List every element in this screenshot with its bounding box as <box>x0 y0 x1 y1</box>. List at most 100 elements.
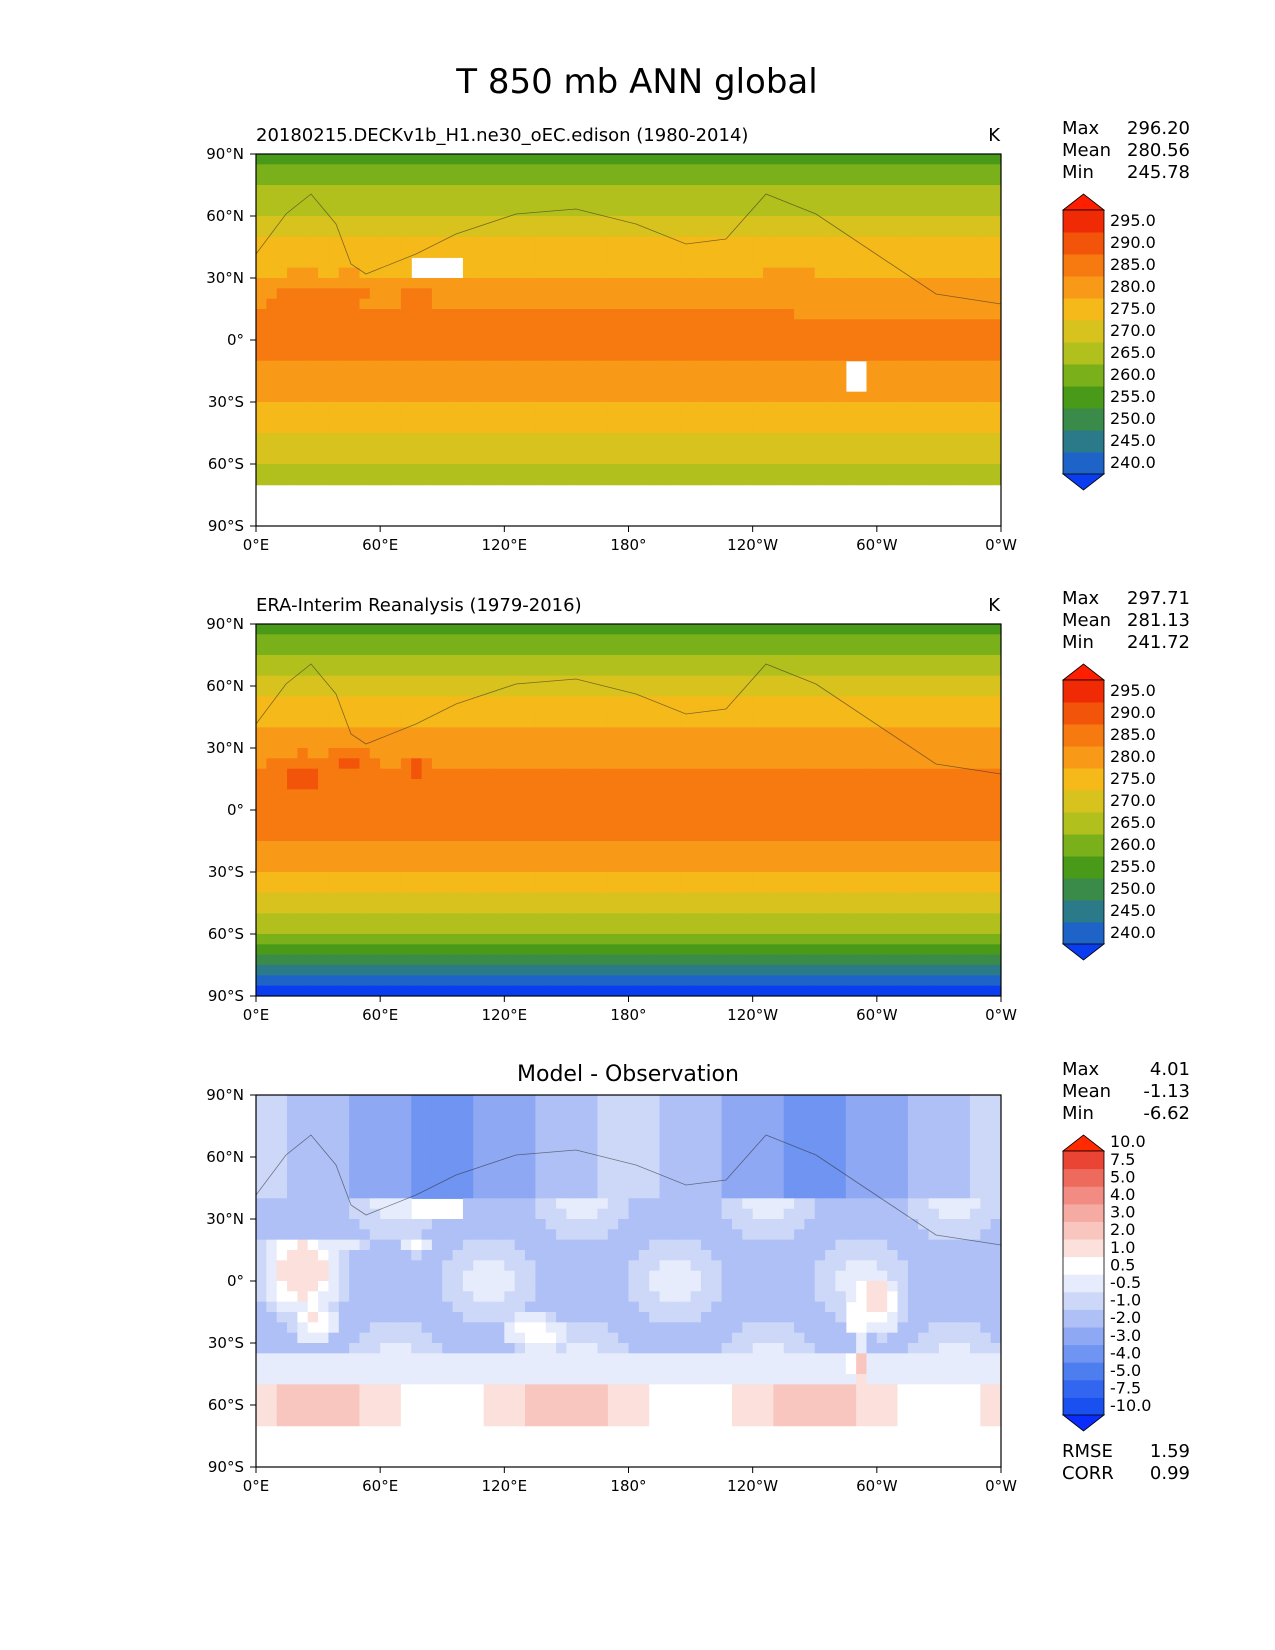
map-cell <box>514 696 526 708</box>
map-cell <box>969 453 981 465</box>
colorbar-label: 285.0 <box>1110 255 1156 274</box>
map-cell <box>638 474 650 486</box>
map-cell <box>452 154 464 165</box>
map-cell <box>907 236 919 248</box>
map-cell <box>669 841 681 852</box>
map-cell <box>876 329 888 341</box>
map-cell <box>897 686 909 697</box>
map-cell <box>845 851 857 863</box>
map-cell <box>576 975 588 987</box>
map-cell <box>504 154 516 165</box>
map-cell <box>990 154 1001 165</box>
map-cell <box>380 975 392 987</box>
map-cell <box>318 820 330 832</box>
map-cell <box>442 768 454 780</box>
map-cell <box>897 634 909 646</box>
map-cell <box>814 267 826 279</box>
map-cell <box>731 696 743 708</box>
map-cell <box>990 789 1001 801</box>
map-cell <box>473 789 485 801</box>
map-cell <box>783 727 795 739</box>
map-cell <box>431 913 443 925</box>
map-cell <box>618 319 630 331</box>
map-cell <box>763 278 774 289</box>
map-cell <box>266 371 278 382</box>
map-cell <box>256 717 267 728</box>
map-cell <box>462 841 474 852</box>
map-cell <box>825 474 837 486</box>
map-cell <box>918 779 930 790</box>
map-cell <box>587 205 599 217</box>
map-cell <box>731 226 743 238</box>
map-cell <box>856 391 868 403</box>
map-cell <box>897 371 909 382</box>
map-cell <box>845 934 857 945</box>
map-cell <box>949 474 961 486</box>
map-cell <box>918 717 930 728</box>
map-cell <box>949 309 961 320</box>
map-cell <box>773 789 785 801</box>
map-cell <box>938 381 950 393</box>
map-cell <box>545 758 557 770</box>
map-cell <box>897 861 909 873</box>
map-cell <box>452 954 464 966</box>
map-cell <box>287 985 298 996</box>
map-cell <box>700 644 712 656</box>
map-cell <box>587 923 599 935</box>
map-cell <box>618 634 630 646</box>
map-cell <box>256 402 267 413</box>
map-cell <box>276 205 288 217</box>
map-cell <box>794 903 806 914</box>
map-cell <box>349 474 361 486</box>
map-cell <box>835 841 847 852</box>
map-cell <box>556 226 568 238</box>
map-cell <box>959 892 971 904</box>
stat-label: Max <box>1062 588 1100 609</box>
map-cell <box>887 975 899 987</box>
map-cell <box>576 717 588 728</box>
map-cell <box>462 851 474 863</box>
map-cell <box>835 851 847 863</box>
map-cell <box>307 433 319 444</box>
map-cell <box>504 665 516 677</box>
map-cell <box>556 247 568 258</box>
map-cell <box>980 247 992 258</box>
map-cell <box>680 195 692 207</box>
map-cell <box>638 686 650 697</box>
map-cell <box>473 464 485 475</box>
map-cell <box>742 655 754 666</box>
map-cell <box>669 975 681 987</box>
map-cell <box>452 644 464 656</box>
map-cell <box>380 830 392 842</box>
map-cell <box>721 216 733 227</box>
map-cell <box>566 216 578 227</box>
map-cell <box>669 624 681 635</box>
map-cell <box>576 402 588 413</box>
map-cell <box>349 453 361 465</box>
map-cell <box>597 391 609 403</box>
stat-value: 245.78 <box>1127 162 1190 183</box>
map-cell <box>287 644 298 656</box>
map-cell <box>628 453 640 465</box>
map-cell <box>276 696 288 708</box>
map-cell <box>814 195 826 207</box>
map-cell <box>452 433 464 444</box>
map-cell <box>690 882 702 894</box>
map-cell <box>742 872 754 883</box>
map-cell <box>773 944 785 956</box>
map-cell <box>866 226 878 238</box>
map-cell <box>700 923 712 935</box>
map-cell <box>969 727 981 739</box>
map-cell <box>545 154 557 165</box>
map-cell <box>297 216 309 227</box>
map-cell <box>576 474 588 486</box>
map-cell <box>452 634 464 646</box>
map-cell <box>556 789 568 801</box>
map-cell <box>763 624 774 635</box>
map-cell <box>514 810 526 821</box>
map-cell <box>483 205 495 217</box>
map-cell <box>338 861 350 873</box>
map-cell <box>359 185 371 196</box>
map-cell <box>938 360 950 372</box>
map-cell <box>566 975 578 987</box>
